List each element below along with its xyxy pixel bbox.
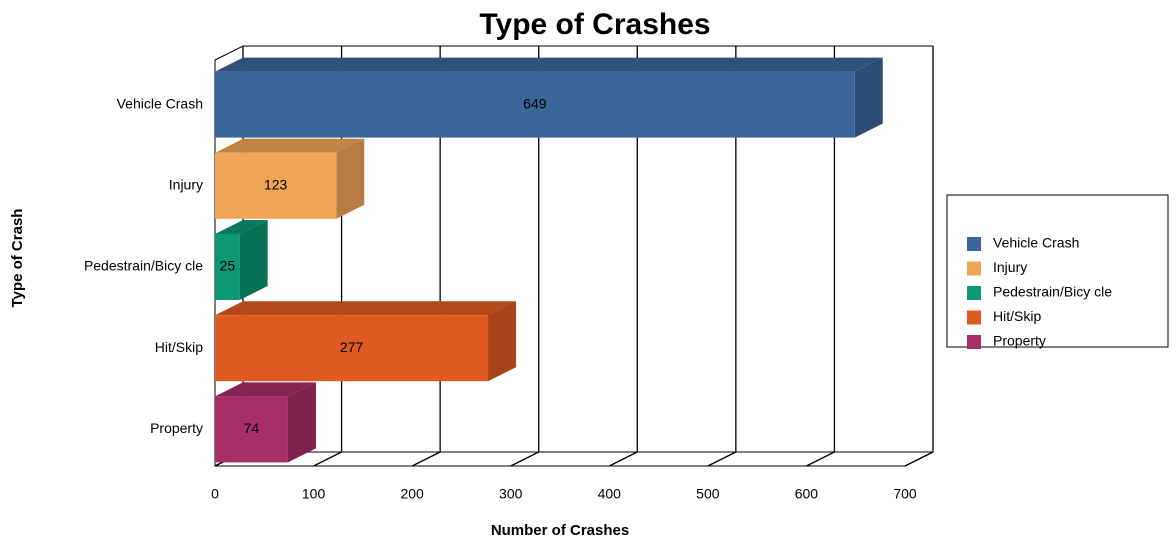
floor	[214, 451, 934, 467]
x-tick-label: 0	[211, 486, 219, 502]
legend-swatch	[967, 310, 981, 325]
y-tick-label: Hit/Skip	[155, 339, 203, 355]
bar	[215, 152, 337, 219]
legend-swatch	[967, 286, 981, 300]
x-tick-label: 100	[302, 486, 326, 502]
floor-tick	[510, 451, 540, 467]
legend-label: Injury	[993, 259, 1027, 275]
legend-swatch	[967, 237, 981, 251]
x-axis-label: Number of Crashes	[491, 522, 629, 539]
y-tick-label: Vehicle Crash	[117, 95, 203, 111]
bar	[215, 315, 489, 382]
bar	[215, 71, 855, 138]
floor-tick	[411, 451, 441, 467]
bar-top	[215, 138, 365, 153]
legend-swatch	[967, 335, 981, 349]
y-tick-label: Pedestrain/Bicy cle	[84, 258, 203, 274]
bar-side	[239, 220, 268, 300]
legend-label: Vehicle Crash	[993, 235, 1079, 251]
floor-tick	[608, 451, 638, 467]
value-label: 277	[340, 339, 364, 355]
floor-tick	[806, 451, 835, 467]
x-tick-label: 400	[598, 486, 622, 502]
floor-tick	[707, 451, 737, 467]
bar	[215, 234, 240, 300]
legend-box	[946, 194, 1169, 348]
x-tick-label: 500	[696, 486, 720, 502]
value-label: 649	[523, 95, 547, 111]
bar-side	[287, 382, 316, 463]
legend-label: Pedestrain/Bicy cle	[993, 284, 1112, 300]
bar-top	[215, 220, 268, 234]
bar-side	[488, 301, 517, 382]
value-label: 25	[220, 258, 236, 274]
floor-tick	[904, 451, 934, 467]
legend-swatch	[967, 261, 981, 276]
x-tick-label: 600	[795, 486, 819, 502]
y-axis-label: Type of Crash	[9, 209, 26, 308]
bar-top	[215, 57, 883, 72]
value-label: 74	[244, 420, 260, 436]
x-tick-label: 200	[400, 486, 424, 502]
bar	[215, 396, 288, 463]
bar-top	[215, 382, 316, 397]
floor-tick	[313, 451, 342, 467]
value-label: 123	[264, 177, 288, 193]
y-tick-label: Injury	[169, 177, 203, 193]
chart-title: Type of Crashes	[479, 8, 710, 41]
x-tick-label: 300	[499, 486, 523, 502]
legend-label: Hit/Skip	[993, 308, 1041, 324]
x-tick-label: 700	[893, 486, 917, 502]
bar-side	[336, 138, 365, 219]
bar-top	[215, 301, 517, 316]
y-tick-label: Property	[150, 420, 203, 436]
legend-label: Property	[993, 333, 1046, 349]
bar-side	[854, 57, 883, 138]
